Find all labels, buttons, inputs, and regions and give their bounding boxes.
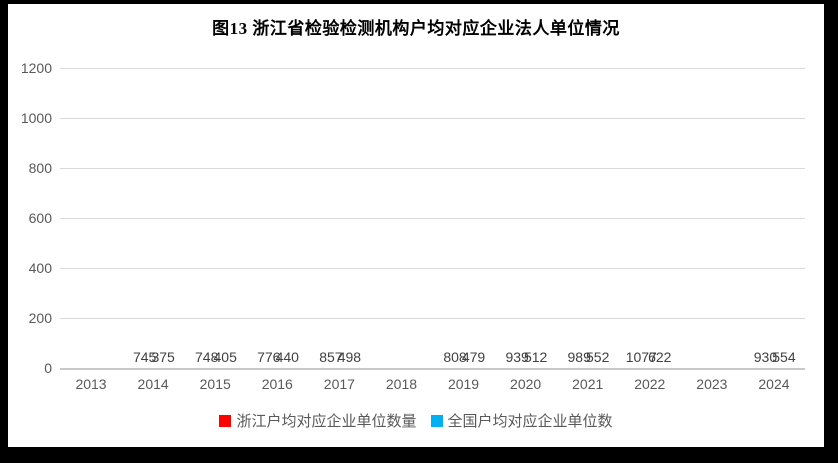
legend-item-national: 全国户均对应企业单位数 — [430, 410, 613, 431]
bar-value-label-zhejiang-2016: 776 — [257, 349, 281, 365]
bar-value-label-zhejiang-2024: 930 — [753, 349, 778, 365]
x-tick-label-2024: 2024 — [758, 376, 790, 392]
bar-value-label-national-2022: 622 — [648, 349, 672, 365]
bar-value-label-zhejiang-2017: 857 — [319, 349, 343, 365]
legend: 浙江户均对应企业单位数量 全国户均对应企业单位数 — [8, 410, 824, 431]
legend-item-zhejiang: 浙江户均对应企业单位数量 — [219, 410, 417, 431]
bar-value-label-national-2019: 479 — [461, 349, 486, 365]
gridline-1000 — [60, 118, 805, 119]
chart-title: 图13 浙江省检验检测机构户均对应企业法人单位情况 — [212, 19, 620, 38]
legend-swatch-zhejiang — [219, 414, 232, 427]
y-tick-label-1200: 1200 — [20, 60, 52, 76]
bar-value-label-zhejiang-2020: 939 — [505, 349, 529, 365]
plot-area: 745 375 748 405 776 440 857 498 808 479 939 512 989 5… — [60, 68, 805, 370]
x-tick-label-2021: 2021 — [572, 376, 604, 392]
bar-value-label-national-2024: 554 — [772, 349, 796, 365]
y-tick-label-600: 600 — [28, 210, 52, 226]
x-tick-label-2013: 2013 — [75, 376, 107, 392]
gridline-400 — [60, 268, 805, 270]
y-tick-label-400: 400 — [28, 260, 52, 276]
x-tick-label-2017: 2017 — [323, 376, 355, 392]
x-tick-label-2015: 2015 — [199, 376, 231, 392]
gridline-800 — [60, 168, 805, 170]
legend-label-zhejiang: 浙江户均对应企业单位数量 — [236, 413, 417, 430]
bar-value-label-national-2015: 405 — [213, 349, 237, 365]
bar-value-label-zhejiang-2021: 989 — [567, 349, 591, 365]
bar-value-label-national-2016: 440 — [275, 349, 299, 365]
gridline-1200 — [60, 68, 805, 69]
bar-value-label-national-2017: 498 — [337, 349, 362, 365]
y-tick-label-800: 800 — [28, 160, 52, 176]
x-tick-label-2023: 2023 — [696, 376, 728, 392]
legend-swatch-national — [430, 414, 443, 427]
chart-frame: 图13 浙江省检验检测机构户均对应企业法人单位情况 0 200 400 600 800 1… — [8, 4, 824, 447]
bar-value-label-zhejiang-2015: 748 — [195, 349, 219, 365]
x-tick-label-2022: 2022 — [634, 376, 666, 392]
bar-value-label-zhejiang-2019: 808 — [443, 349, 467, 365]
legend-label-national: 全国户均对应企业单位数 — [447, 413, 613, 430]
gridline-200 — [60, 318, 805, 320]
bar-value-label-national-2021: 552 — [586, 349, 610, 365]
y-tick-label-1000: 1000 — [20, 110, 52, 126]
x-tick-label-2014: 2014 — [137, 376, 169, 392]
x-tick-label-2020: 2020 — [510, 376, 542, 392]
x-axis: 2013 2014 2015 2016 2017 2018 2019 2020 2021 2022… — [60, 372, 805, 394]
bar-value-label-national-2020: 512 — [523, 349, 548, 365]
x-tick-label-2018: 2018 — [385, 376, 418, 392]
y-axis: 0 200 400 600 800 1000 1200 — [8, 61, 52, 375]
x-tick-label-2019: 2019 — [447, 376, 480, 392]
y-tick-label-200: 200 — [28, 310, 52, 326]
x-tick-label-2016: 2016 — [261, 376, 293, 392]
bar-value-label-zhejiang-2014: 745 — [132, 349, 157, 365]
gridline-600 — [60, 218, 805, 219]
bar-value-label-national-2014: 375 — [151, 349, 175, 365]
bar-value-label-zhejiang-2022: 1077 — [625, 349, 657, 365]
y-tick-label-0: 0 — [44, 360, 52, 376]
